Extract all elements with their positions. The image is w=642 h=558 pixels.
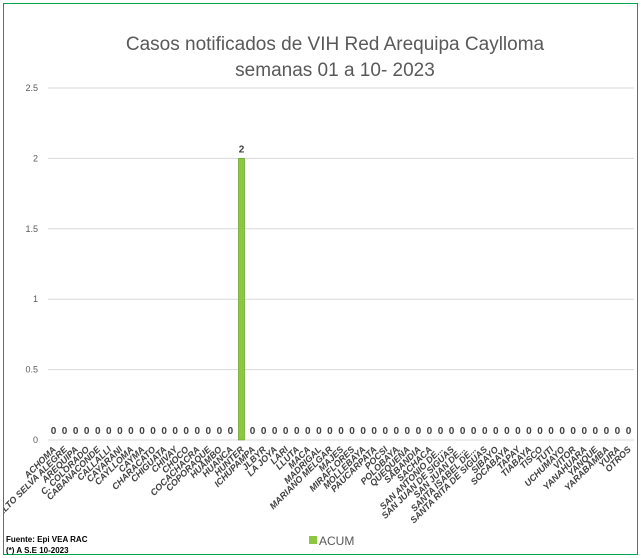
chart-frame: Casos notificados de VIH Red Arequipa Ca… [3,3,638,555]
data-label: 0 [106,426,112,437]
legend: ACUM [309,534,354,548]
y-tick-label: 1 [33,294,38,304]
data-label: 0 [593,426,599,437]
chart: Casos notificados de VIH Red Arequipa Ca… [4,34,634,555]
data-label: 0 [427,426,433,437]
data-label: 2 [239,144,245,155]
legend-label: ACUM [319,534,354,548]
data-label-layer: 0 0 0 0 0 0 0 0 0 0 0 0 0 0 0 0 020 0 0 0 0 0 0 0 0 0 0 0 0 0 0 0 0 0 0 0 0 0… [51,144,632,437]
source-line-2: (*) A S.E 10-2023 [6,546,69,555]
y-tick-label: 2 [33,153,38,163]
data-label: 0 [73,426,79,437]
data-label: 0 [261,426,267,437]
data-label: 0 [172,426,178,437]
data-label: 0 [161,426,167,437]
y-tick-label: 0.5 [25,365,38,375]
data-label: 0 [449,426,455,437]
data-label: 0 [139,426,145,437]
data-label: 0 [493,426,499,437]
data-label: 0 [482,426,488,437]
grid-layer [48,87,634,441]
data-label: 0 [117,426,123,437]
data-label: 0 [394,426,400,437]
y-axis: 0 0.5 1 1.5 2 2.5 [25,83,38,445]
data-label: 0 [316,426,322,437]
source-line-1: Fuente: Epi VEA RAC [6,535,88,544]
data-label: 0 [294,426,300,437]
data-label: 0 [283,426,289,437]
data-label: 0 [62,426,68,437]
chart-subtitle: semanas 01 a 10- 2023 [235,60,435,81]
bar-layer [238,158,245,441]
data-label: 0 [327,426,333,437]
data-label: 0 [128,426,134,437]
data-label: 0 [228,426,234,437]
data-label: 0 [471,426,477,437]
data-label: 0 [416,426,422,437]
data-label: 0 [305,426,311,437]
data-label: 0 [515,426,521,437]
data-label: 0 [217,426,223,437]
data-label: 0 [504,426,510,437]
data-label: 0 [360,426,366,437]
data-label: 0 [183,426,189,437]
y-tick-label: 2.5 [25,83,38,93]
data-label: 0 [371,426,377,437]
data-label: 0 [349,426,355,437]
data-label: 0 [338,426,344,437]
data-label: 0 [51,426,57,437]
data-label: 0 [150,426,156,437]
data-label: 0 [537,426,543,437]
chart-title: Casos notificados de VIH Red Arequipa Ca… [126,34,545,55]
legend-swatch [309,536,317,544]
data-label: 0 [272,426,278,437]
data-label: 0 [570,426,576,437]
data-label: 0 [626,426,632,437]
data-label: 0 [460,426,466,437]
data-label: 0 [84,426,90,437]
data-label: 0 [405,426,411,437]
data-label: 0 [382,426,388,437]
data-label: 0 [250,426,256,437]
data-label: 0 [526,426,532,437]
data-label: 0 [95,426,101,437]
y-tick-label: 1.5 [25,224,38,234]
data-label: 0 [548,426,554,437]
data-label: 0 [581,426,587,437]
data-label: 0 [438,426,444,437]
data-label: 0 [559,426,565,437]
bar [238,158,245,441]
data-label: 0 [604,426,610,437]
data-label: 0 [206,426,212,437]
y-tick-label: 0 [33,435,38,445]
data-label: 0 [615,426,621,437]
data-label: 0 [194,426,200,437]
